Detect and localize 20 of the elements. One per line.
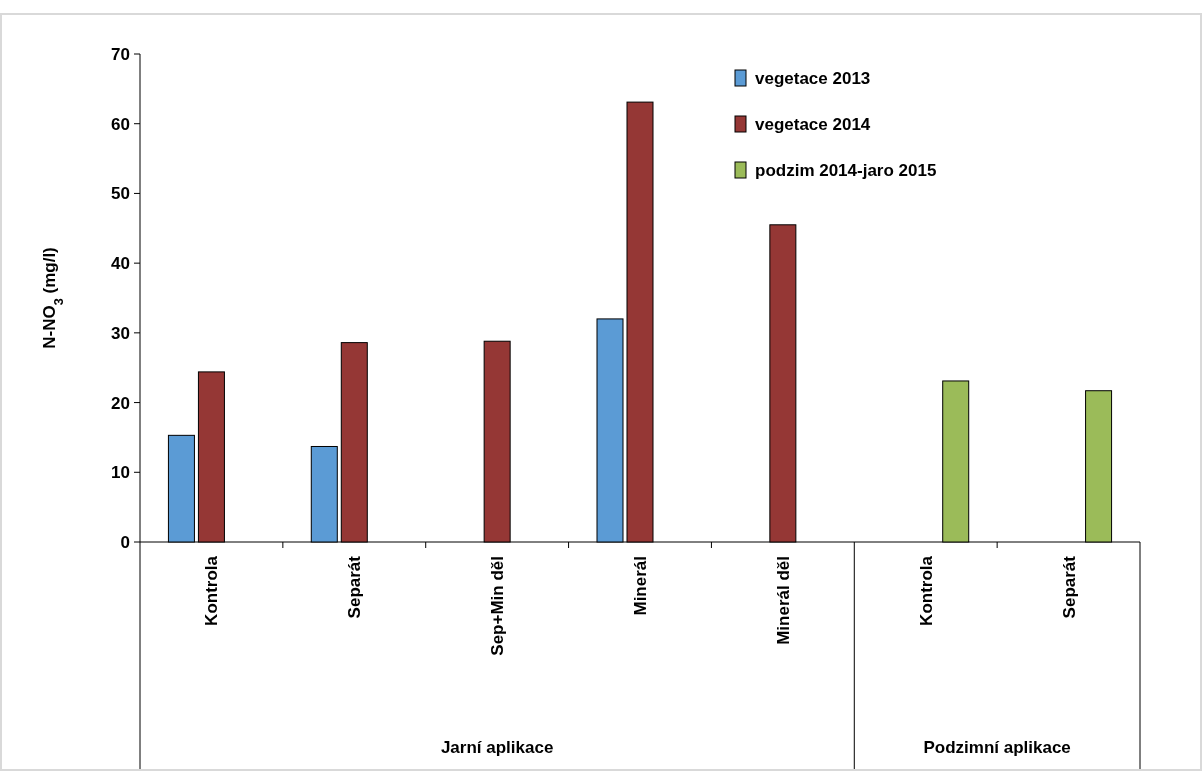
y-tick-label: 20 <box>111 393 130 413</box>
text: Jarní aplikace <box>440 738 554 757</box>
y-tick-label: 70 <box>111 44 130 64</box>
x-tick-label: Separát <box>1059 555 1079 619</box>
x-tick-label: Sep+Min děl <box>488 556 508 656</box>
x-tick-label: Minerál <box>630 556 650 616</box>
y-tick-label: 40 <box>111 254 130 274</box>
y-tick-label: 10 <box>111 463 130 483</box>
text: Podzimní aplikace <box>923 738 1071 757</box>
x-tick-label: Kontrola <box>202 555 222 626</box>
legend-label: vegetace 2013 <box>755 68 871 88</box>
y-tick-label: 50 <box>111 184 130 204</box>
x-tick-label: Separát <box>345 555 365 619</box>
y-tick-label: 60 <box>111 114 130 134</box>
legend-label: vegetace 2014 <box>755 114 871 134</box>
x-tick-label: Kontrola <box>916 555 936 626</box>
legend-label: podzim 2014-jaro 2015 <box>755 160 937 180</box>
x-tick-label: Minerál děl <box>773 556 793 645</box>
y-tick-label: 30 <box>111 323 130 343</box>
y-tick-label: 0 <box>120 532 130 552</box>
